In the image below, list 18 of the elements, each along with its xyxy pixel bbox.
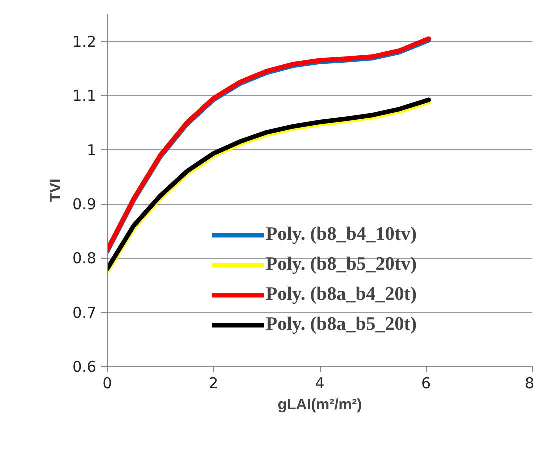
x-tick-label: 6 (421, 374, 432, 392)
y-tick-label: 0.8 (72, 250, 97, 268)
x-axis-title: gLAI(m²/m²) (278, 396, 362, 414)
x-tick-label: 0 (102, 374, 112, 392)
y-tick-label: 1.2 (72, 33, 97, 52)
legend-label: Poly. (b8_b4_10tv) (266, 223, 417, 247)
y-axis-title: TVI (48, 178, 65, 202)
y-tick-label: 0.7 (72, 304, 97, 322)
y-tick-label: 0.9 (72, 196, 97, 214)
x-tick-label: 4 (315, 374, 325, 392)
legend-label: Poly. (b8_b5_20tv) (266, 253, 417, 277)
y-tick-label: 1.1 (72, 87, 97, 106)
y-tick-label: 0.6 (72, 358, 97, 376)
x-tick-label: 2 (208, 374, 219, 392)
x-tick-label: 8 (524, 374, 534, 392)
legend-label: Poly. (b8a_b5_20t) (266, 313, 417, 337)
legend-label: Poly. (b8a_b4_20t) (266, 283, 417, 307)
y-tick-label: 1 (86, 141, 97, 160)
